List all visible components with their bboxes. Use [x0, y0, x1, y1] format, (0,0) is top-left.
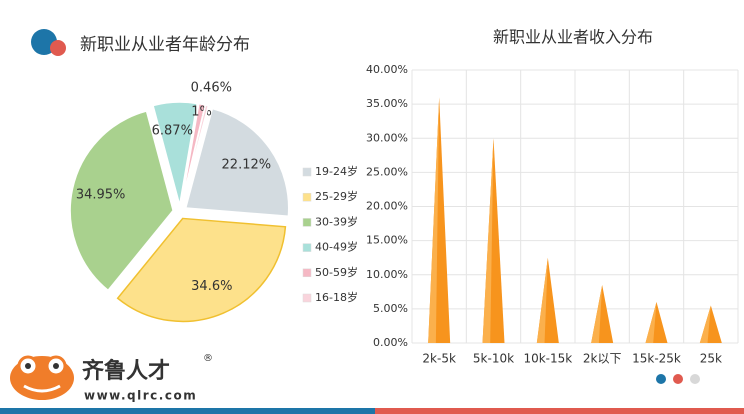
legend-swatch	[302, 243, 312, 252]
cone-shade	[591, 284, 603, 343]
legend-label: 19-24岁	[315, 164, 358, 178]
data-label: 34.95%	[76, 187, 126, 202]
y-tick-label: 0.00%	[373, 336, 408, 349]
x-tick-label: 5k-10k	[473, 352, 514, 366]
cone-shade	[482, 138, 494, 343]
legend-swatch	[302, 268, 312, 278]
brand-url: www.qlrc.com	[84, 389, 197, 403]
data-label: 1%	[191, 105, 212, 120]
y-tick-label: 20.00%	[366, 200, 408, 213]
legend-label: 30-39岁	[315, 214, 358, 228]
cone-shade	[699, 305, 711, 343]
pie-slice	[184, 107, 290, 218]
logo	[10, 355, 74, 400]
y-tick-label: 5.00%	[373, 302, 408, 315]
x-tick-label: 10k-15k	[523, 352, 572, 366]
data-label: 34.6%	[191, 279, 232, 294]
x-tick-label: 15k-25k	[632, 352, 681, 366]
y-tick-label: 40.00%	[366, 63, 408, 76]
pie-slice	[69, 110, 174, 292]
bar-title: 新职业从业者收入分布	[493, 28, 653, 47]
brand-name: 齐鲁人才	[82, 358, 170, 384]
legend-swatch	[302, 218, 312, 227]
x-tick-label: 25k	[700, 352, 722, 366]
legend-swatch	[302, 167, 312, 177]
data-label: 22.12%	[222, 158, 272, 173]
cone-shade	[428, 97, 440, 343]
pie-slice	[116, 217, 287, 323]
legend-label: 16-18岁	[315, 290, 358, 304]
legend-label: 50-59岁	[315, 265, 358, 279]
y-tick-label: 30.00%	[366, 131, 408, 144]
x-tick-label: 2k以下	[583, 352, 622, 366]
y-tick-label: 15.00%	[366, 234, 408, 247]
page-dot	[673, 374, 683, 384]
y-tick-label: 25.00%	[366, 165, 408, 178]
legend-label: 40-49岁	[315, 240, 358, 254]
footer-bar	[0, 408, 375, 414]
legend-swatch	[302, 293, 312, 303]
pie-slice	[152, 101, 198, 206]
brand-mark: ®	[203, 353, 213, 364]
data-label: 6.87%	[152, 123, 193, 138]
y-tick-label: 35.00%	[366, 97, 408, 110]
page-dot	[656, 374, 666, 384]
title-icon	[50, 40, 66, 56]
y-tick-label: 10.00%	[366, 268, 408, 281]
x-tick-label: 2k-5k	[422, 352, 456, 366]
pie-title: 新职业从业者年龄分布	[80, 35, 250, 55]
page-dot	[690, 374, 700, 384]
legend-swatch	[302, 192, 312, 202]
data-label: 0.46%	[191, 80, 232, 95]
pie-slice	[180, 104, 210, 206]
cone-shade	[645, 302, 657, 343]
cone-shade	[536, 257, 548, 343]
footer-bar	[375, 408, 744, 414]
legend-label: 25-29岁	[315, 189, 358, 203]
